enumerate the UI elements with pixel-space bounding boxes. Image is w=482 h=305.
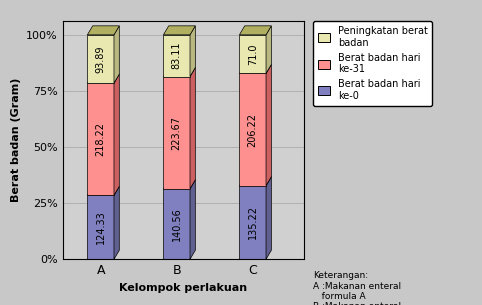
Polygon shape	[240, 64, 271, 74]
Polygon shape	[190, 67, 195, 189]
Text: 83.11: 83.11	[172, 42, 182, 70]
Bar	[87, 83, 114, 195]
Text: 206.22: 206.22	[248, 113, 258, 147]
Polygon shape	[190, 26, 195, 77]
Y-axis label: Berat badan (Gram): Berat badan (Gram)	[11, 78, 21, 203]
Legend: Peningkatan berat
badan, Berat badan hari
ke-31, Berat badan hari
ke-0: Peningkatan berat badan, Berat badan har…	[313, 21, 432, 106]
Bar	[87, 195, 114, 259]
Polygon shape	[163, 67, 195, 77]
Bar	[163, 77, 190, 189]
X-axis label: Kelompok perlakuan: Kelompok perlakuan	[119, 283, 247, 293]
Polygon shape	[240, 26, 271, 35]
Bar	[87, 35, 114, 83]
Text: 140.56: 140.56	[172, 207, 182, 241]
Polygon shape	[163, 180, 195, 189]
Polygon shape	[87, 186, 120, 195]
Text: 218.22: 218.22	[95, 122, 106, 156]
Polygon shape	[114, 74, 120, 195]
Text: 124.33: 124.33	[95, 210, 106, 244]
Polygon shape	[114, 186, 120, 259]
Text: 93.89: 93.89	[95, 45, 106, 73]
Polygon shape	[266, 177, 271, 259]
Bar	[240, 186, 266, 259]
Polygon shape	[163, 26, 195, 35]
Text: 135.22: 135.22	[248, 206, 258, 239]
Bar	[163, 35, 190, 77]
Polygon shape	[266, 64, 271, 186]
Polygon shape	[240, 177, 271, 186]
Bar	[240, 74, 266, 186]
Polygon shape	[114, 26, 120, 83]
Text: Keterangan:
A :Makanan enteral
   formula A
B :Makanan enteral
   formula B
C :M: Keterangan: A :Makanan enteral formula A…	[313, 271, 402, 305]
Polygon shape	[266, 26, 271, 74]
Text: 71.0: 71.0	[248, 43, 258, 65]
Bar	[240, 35, 266, 74]
Polygon shape	[190, 180, 195, 259]
Polygon shape	[87, 26, 120, 35]
Bar	[163, 189, 190, 259]
Text: 223.67: 223.67	[172, 116, 182, 150]
Polygon shape	[87, 74, 120, 83]
